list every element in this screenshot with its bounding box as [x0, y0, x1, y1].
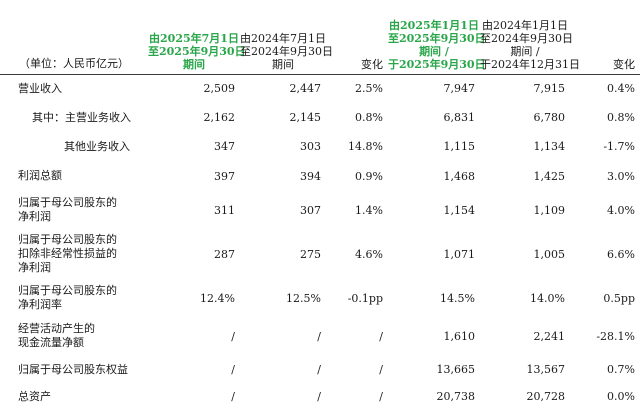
cell: / [317, 390, 321, 403]
row-label: 归属于母公司股东的 净利润 [18, 196, 117, 223]
cell: 1,154 [443, 203, 476, 217]
row-label: 总资产 [18, 389, 51, 403]
cell: / [379, 363, 383, 376]
cell: 0.4% [607, 82, 635, 96]
cell: 6,831 [443, 111, 476, 124]
cell: 1,610 [443, 329, 476, 343]
cell: 1,071 [443, 247, 476, 261]
table-row: 归属于母公司股东权益 / / / 13,665 13,567 0.7% [0, 355, 640, 384]
cell: 0.7% [607, 363, 635, 376]
row-label: 归属于母公司股东的 扣除非经常性损益的 净利润 [18, 233, 117, 274]
cell: 347 [214, 140, 235, 153]
cell: 6.6% [607, 247, 635, 261]
cell: / [317, 363, 321, 376]
row-label: 其中：主营业务收入 [32, 110, 131, 124]
table-header-row: （单位：人民币亿元） 由2025年7月1日 至2025年9月30日 期间 由20… [0, 0, 640, 74]
row-label: 营业收入 [18, 81, 62, 95]
cell: / [379, 390, 383, 403]
cell: 1,005 [533, 247, 566, 261]
row-label: 经营活动产生的 现金流量净额 [18, 322, 95, 349]
cell: 3.0% [607, 169, 635, 183]
cell: 1.4% [355, 203, 383, 217]
cell: 20,738 [436, 390, 476, 403]
cell: -28.1% [596, 329, 635, 343]
cell: 311 [214, 203, 235, 217]
cell: 275 [300, 247, 321, 261]
row-label: 利润总额 [18, 169, 62, 182]
cell: 14.5% [440, 291, 475, 305]
cell: 13,567 [526, 363, 566, 376]
cell: 14.8% [348, 140, 383, 153]
cell: 4.0% [607, 203, 635, 217]
header-change-quarter: 变化 [361, 57, 383, 71]
cell: 0.0% [607, 390, 635, 403]
header-q3-2025: 由2025年7月1日 至2025年9月30日 期间 [148, 31, 246, 71]
cell: 2,162 [203, 111, 236, 124]
table-row: 归属于母公司股东的 扣除非经常性损益的 净利润 287 275 4.6% 1,071… [0, 229, 640, 279]
cell: 0.9% [355, 169, 383, 183]
table-row: 利润总额 397 394 0.9% 1,468 1,425 3.0% [0, 161, 640, 191]
header-q3-2024: 由2024年7月1日 至2024年9月30日 期间 [240, 31, 333, 71]
cell: / [231, 329, 235, 343]
table-row: 营业收入 2,509 2,447 2.5% 7,947 7,915 0.4% [0, 74, 640, 103]
cell: / [231, 390, 235, 403]
table-row: 其他业务收入 347 303 14.8% 1,115 1,134 -1.7% [0, 132, 640, 161]
cell: 0.8% [355, 111, 383, 124]
cell: -0.1pp [347, 291, 383, 305]
cell: 394 [300, 169, 321, 183]
header-ytd-2024: 由2024年1月1日 至2024年9月30日 期间 / 于2024年12月31日 [480, 18, 580, 71]
cell: 2,241 [533, 329, 566, 343]
cell: 1,468 [443, 169, 476, 183]
cell: 13,665 [436, 363, 476, 376]
cell: 303 [300, 140, 321, 153]
header-change-ytd: 变化 [613, 57, 635, 71]
cell: 4.6% [355, 247, 383, 261]
cell: 12.5% [286, 291, 321, 305]
cell: 20,728 [526, 390, 566, 403]
cell: 1,425 [533, 169, 566, 183]
cell: 0.5pp [603, 291, 635, 305]
row-label: 其他业务收入 [64, 139, 130, 153]
table-row: 归属于母公司股东的 净利润率 12.4% 12.5% -0.1pp 14.5% 1… [0, 279, 640, 317]
cell: 2,145 [289, 111, 322, 124]
unit-label: （单位：人民币亿元） [19, 56, 129, 70]
cell: 2,447 [289, 82, 322, 96]
cell: 287 [214, 247, 235, 261]
cell: 14.0% [530, 291, 565, 305]
cell: / [231, 363, 235, 376]
cell: 1,109 [533, 203, 566, 217]
cell: 397 [214, 169, 235, 183]
cell: 0.8% [607, 111, 635, 124]
row-label: 归属于母公司股东的 净利润率 [18, 284, 117, 311]
table-row: 归属于母公司股东的 净利润 311 307 1.4% 1,154 1,109 4.… [0, 191, 640, 229]
row-label: 归属于母公司股东权益 [18, 362, 128, 376]
cell: / [317, 329, 321, 343]
table-row: 总资产 / / / 20,738 20,728 0.0% [0, 384, 640, 409]
cell: 6,780 [533, 111, 566, 124]
cell: 307 [300, 203, 321, 217]
cell: / [379, 329, 383, 343]
table-row: 经营活动产生的 现金流量净额 / / / 1,610 2,241 -28.1% [0, 317, 640, 355]
cell: 2,509 [203, 82, 236, 96]
header-ytd-2025: 由2025年1月1日 至2025年9月30日 期间 / 于2025年9月30日 [388, 18, 486, 71]
table-row: 其中：主营业务收入 2,162 2,145 0.8% 6,831 6,780 0… [0, 103, 640, 132]
cell: 7,915 [533, 82, 566, 96]
cell: 1,115 [443, 140, 476, 153]
cell: -1.7% [603, 140, 635, 153]
cell: 12.4% [200, 291, 235, 305]
cell: 7,947 [443, 82, 476, 96]
cell: 1,134 [533, 140, 566, 153]
cell: 2.5% [355, 82, 383, 96]
